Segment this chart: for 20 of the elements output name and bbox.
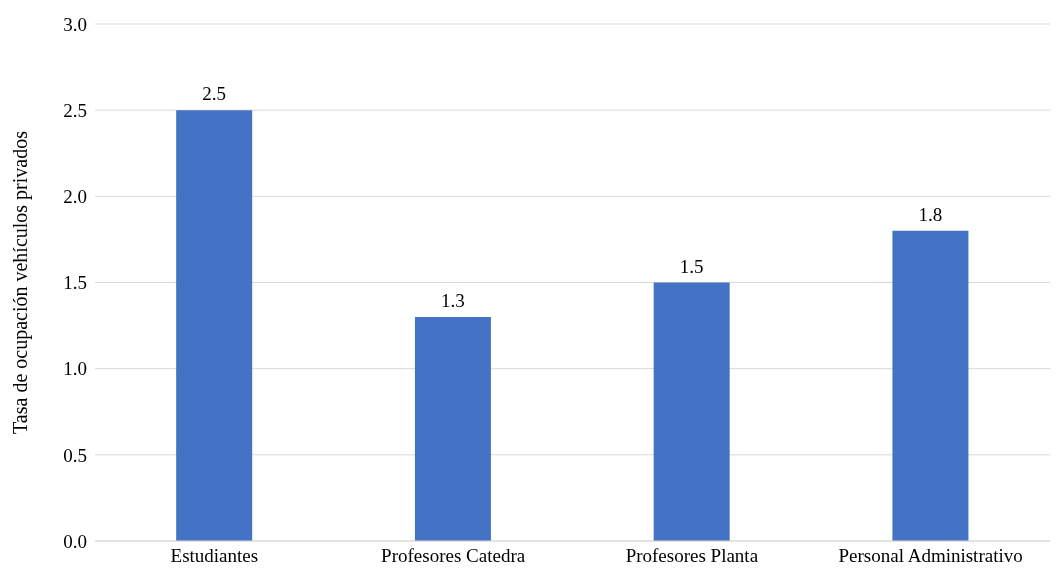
y-tick-label: 1.0: [63, 358, 87, 380]
x-tick-label: Profesores Planta: [625, 545, 759, 567]
bar: [892, 230, 969, 541]
y-tick-label: 0.5: [63, 444, 87, 466]
y-axis-title: Tasa de ocupación vehículos privados: [9, 130, 33, 434]
data-label: 1.8: [918, 203, 943, 225]
data-label: 2.5: [202, 83, 227, 105]
y-tick-label: 2.0: [63, 186, 87, 208]
x-tick-label: Estudiantes: [170, 545, 259, 567]
bar: [653, 282, 730, 541]
y-tick-label: 1.5: [63, 272, 87, 294]
bar: [176, 110, 253, 541]
bar: [414, 316, 491, 541]
x-tick-label: Personal Administrativo: [838, 545, 1023, 567]
x-tick-label: Profesores Catedra: [381, 545, 526, 567]
data-label: 1.5: [679, 255, 704, 277]
y-tick-label: 0.0: [63, 530, 87, 552]
data-label: 1.3: [441, 289, 465, 311]
y-tick-label: 3.0: [63, 13, 87, 35]
y-tick-label: 2.5: [63, 99, 87, 121]
